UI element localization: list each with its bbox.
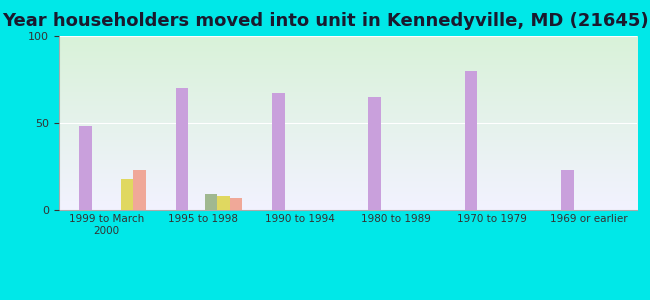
Bar: [121, 179, 133, 210]
Bar: [369, 97, 381, 210]
Bar: [217, 196, 229, 210]
Bar: [465, 71, 478, 210]
Bar: [272, 93, 285, 210]
Text: Year householders moved into unit in Kennedyville, MD (21645): Year householders moved into unit in Ken…: [2, 12, 648, 30]
Bar: [176, 88, 188, 210]
Bar: [205, 194, 217, 210]
Bar: [562, 170, 574, 210]
Bar: [133, 170, 146, 210]
Bar: [229, 198, 242, 210]
Bar: [79, 127, 92, 210]
